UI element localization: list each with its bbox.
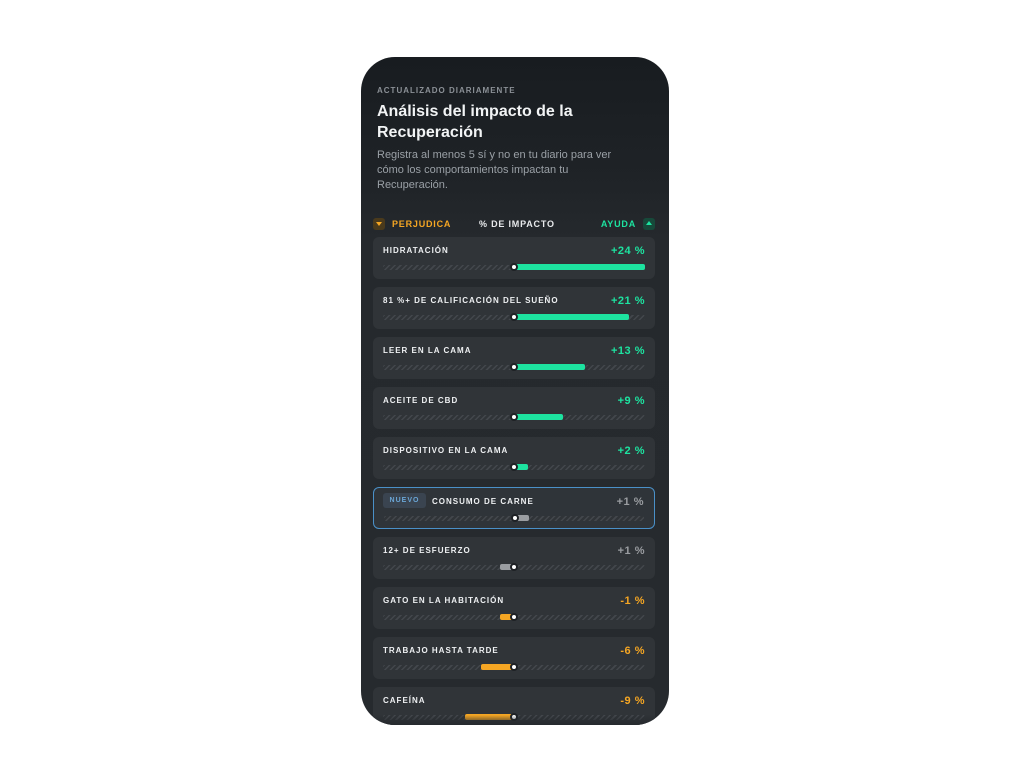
zero-marker xyxy=(510,263,518,271)
behavior-label: HIDRATACIÓN xyxy=(383,246,449,255)
impact-value: +1 % xyxy=(617,545,645,557)
zero-marker xyxy=(510,563,518,571)
behavior-row[interactable]: DISPOSITIVO EN LA CAMA +2 % xyxy=(373,437,655,479)
impact-bar xyxy=(500,564,514,570)
impact-bar xyxy=(514,264,645,270)
impact-bar xyxy=(514,414,564,420)
impact-value: +21 % xyxy=(611,295,645,307)
scroll-fade xyxy=(361,715,669,725)
zero-marker xyxy=(510,613,518,621)
zero-marker xyxy=(510,413,518,421)
impact-bar xyxy=(514,314,629,320)
behavior-row[interactable]: ACEITE DE CBD +9 % xyxy=(373,387,655,429)
impact-bar xyxy=(514,364,585,370)
behavior-label: CONSUMO DE CARNE xyxy=(432,497,534,506)
page-title: Análisis del impacto de la Recuperación xyxy=(377,103,573,141)
behavior-row[interactable]: GATO EN LA HABITACIÓN -1 % xyxy=(373,587,655,629)
impact-value: +24 % xyxy=(611,245,645,257)
behavior-label: 81 %+ DE CALIFICACIÓN DEL SUEÑO xyxy=(383,296,559,305)
behavior-label: GATO EN LA HABITACIÓN xyxy=(383,596,505,605)
impact-value: +1 % xyxy=(616,496,644,508)
behavior-label: 12+ DE ESFUERZO xyxy=(383,546,471,555)
impact-bar xyxy=(481,664,514,670)
behavior-row[interactable]: 81 %+ DE CALIFICACIÓN DEL SUEÑO +21 % xyxy=(373,287,655,329)
impact-value: +13 % xyxy=(611,345,645,357)
page-subtitle: Registra al menos 5 sí y no en tu diario… xyxy=(377,149,612,191)
behavior-row[interactable]: HIDRATACIÓN +24 % xyxy=(373,237,655,279)
impact-legend: PERJUDICA % DE IMPACTO AYUDA xyxy=(373,217,655,231)
behavior-label: DISPOSITIVO EN LA CAMA xyxy=(383,446,509,455)
update-frequency-label: ACTUALIZADO DIARIAMENTE xyxy=(377,86,516,95)
impact-value: +2 % xyxy=(617,445,645,457)
chevron-up-icon xyxy=(643,218,655,230)
chevron-down-icon xyxy=(373,218,385,230)
zero-marker xyxy=(510,363,518,371)
behavior-label: ACEITE DE CBD xyxy=(383,396,459,405)
impact-value: -6 % xyxy=(620,645,645,657)
behavior-row[interactable]: NUEVO CONSUMO DE CARNE +1 % xyxy=(373,487,655,529)
impact-value: +9 % xyxy=(617,395,645,407)
behavior-row[interactable]: 12+ DE ESFUERZO +1 % xyxy=(373,537,655,579)
phone-screen: ACTUALIZADO DIARIAMENTE Análisis del imp… xyxy=(361,57,669,725)
zero-marker xyxy=(510,663,518,671)
behavior-label: LEER EN LA CAMA xyxy=(383,346,472,355)
behavior-label: TRABAJO HASTA TARDE xyxy=(383,646,499,655)
impact-value: -1 % xyxy=(620,595,645,607)
legend-help-label: AYUDA xyxy=(600,219,636,229)
behavior-row[interactable]: TRABAJO HASTA TARDE -6 % xyxy=(373,637,655,679)
behavior-row[interactable]: LEER EN LA CAMA +13 % xyxy=(373,337,655,379)
legend-harm-label: PERJUDICA xyxy=(392,219,452,229)
behavior-label: CAFEÍNA xyxy=(383,696,426,705)
zero-marker xyxy=(510,463,518,471)
impact-bar xyxy=(514,464,528,470)
impact-bar xyxy=(515,515,529,521)
impact-value: -9 % xyxy=(620,695,645,707)
zero-marker xyxy=(511,514,519,522)
impact-bar xyxy=(500,614,514,620)
behavior-impact-list: HIDRATACIÓN +24 % 81 %+ DE CALIFICACIÓN DE… xyxy=(373,237,655,725)
zero-marker xyxy=(510,313,518,321)
new-badge: NUEVO xyxy=(383,493,426,508)
legend-impact-label: % DE IMPACTO xyxy=(479,219,555,229)
